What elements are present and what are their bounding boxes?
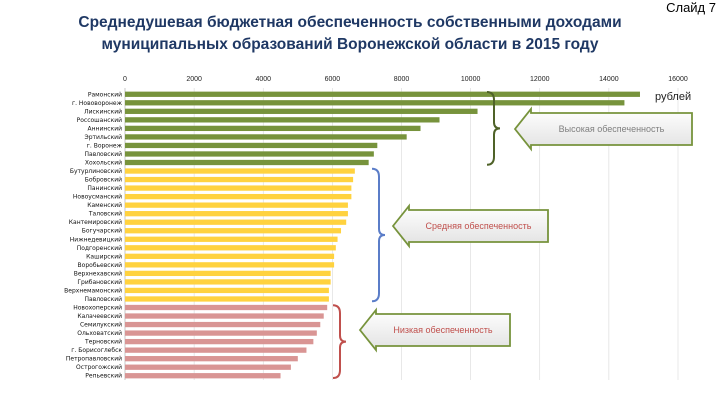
slide-number: Слайд 7 xyxy=(666,0,716,15)
group-arrow xyxy=(513,106,693,152)
bar xyxy=(125,313,324,319)
group-brace xyxy=(332,304,347,379)
bar xyxy=(125,108,478,114)
category-label: Таловский xyxy=(88,211,122,218)
category-label: Россошанский xyxy=(77,117,122,124)
bar xyxy=(125,304,328,311)
bar xyxy=(125,142,378,149)
category-label: Воробьевский xyxy=(78,262,123,269)
bar xyxy=(125,373,281,379)
bar xyxy=(125,364,291,370)
category-label: г. Нововоронеж xyxy=(72,100,123,107)
category-label: Нижнедевицкий xyxy=(70,236,122,243)
category-label: Бутурлиновский xyxy=(70,168,122,175)
category-label: Павловский xyxy=(85,151,123,158)
bar xyxy=(125,185,352,191)
bar xyxy=(125,347,307,353)
bar xyxy=(125,211,348,217)
category-label: Верхнемамонский xyxy=(64,287,122,294)
category-label: Острогожский xyxy=(76,364,122,371)
x-tick-label: 8000 xyxy=(394,76,410,83)
group-label: Средняя обеспеченность xyxy=(426,221,532,231)
category-label: Эртильский xyxy=(85,134,123,141)
category-label: Новохоперский xyxy=(73,305,122,312)
category-label: Подгоренский xyxy=(77,245,122,252)
category-label: Павловский xyxy=(85,296,123,303)
bar xyxy=(125,219,347,225)
unit-label: рублей xyxy=(655,91,691,103)
category-label: Петропавловский xyxy=(66,356,122,363)
group-annotations: Высокая обеспеченность Средняя обеспеченн… xyxy=(332,91,693,379)
bar xyxy=(125,117,440,123)
x-tick-label: 14000 xyxy=(599,76,619,83)
bar xyxy=(125,91,640,97)
category-label: Рамонский xyxy=(88,91,122,98)
bar xyxy=(125,253,335,259)
title-line-1: Среднедушевая бюджетная обеспеченность с… xyxy=(78,14,622,31)
bar xyxy=(125,202,348,208)
category-label: Кантемировский xyxy=(69,219,122,226)
bars xyxy=(125,91,640,379)
bar xyxy=(125,236,338,242)
category-label: Репьевский xyxy=(85,373,122,380)
bar xyxy=(125,245,336,251)
category-label: Аннинский xyxy=(88,125,123,132)
category-label: Панинский xyxy=(87,185,122,192)
x-tick-label: 6000 xyxy=(325,76,341,83)
category-label: г. Борисоглебск xyxy=(71,347,122,354)
bar xyxy=(125,262,335,268)
category-label: Лискинский xyxy=(84,108,122,115)
bar xyxy=(125,287,329,294)
category-label: Грибановский xyxy=(77,279,122,286)
group-label: Низкая обеспеченность xyxy=(393,325,493,335)
category-label: Ольховатский xyxy=(77,330,122,337)
x-tick-label: 12000 xyxy=(530,76,550,83)
bar xyxy=(125,228,342,234)
category-label: Богучарский xyxy=(82,228,122,235)
bar xyxy=(125,270,331,277)
slide-title: Среднедушевая бюджетная обеспеченность с… xyxy=(30,12,670,56)
category-label: Терновский xyxy=(84,339,122,346)
category-label: Калачеевский xyxy=(77,313,122,320)
bar xyxy=(125,176,354,183)
group-arrow xyxy=(391,203,549,249)
bar xyxy=(125,356,298,362)
title-line-2: муниципальных образований Воронежской об… xyxy=(101,36,599,53)
category-label: Бобровский xyxy=(85,177,122,184)
category-label: Хохольский xyxy=(85,160,122,167)
bar xyxy=(125,151,374,157)
bar xyxy=(125,159,369,166)
category-label: Каменский xyxy=(87,202,122,209)
x-tick-label: 4000 xyxy=(255,76,271,83)
bar xyxy=(125,296,329,302)
group-label: Высокая обеспеченность xyxy=(559,124,665,134)
x-tick-label: 0 xyxy=(123,76,127,83)
x-tick-label: 16000 xyxy=(668,76,688,83)
category-label: Верхнехавский xyxy=(74,270,122,277)
bar xyxy=(125,125,421,132)
x-tick-labels: 0 2000 4000 6000 8000 10000 12000 14000 16000 xyxy=(123,76,688,83)
bar xyxy=(125,193,352,200)
bar xyxy=(125,100,625,106)
x-tick-label: 2000 xyxy=(186,76,202,83)
bar xyxy=(125,321,321,328)
x-tick-label: 10000 xyxy=(461,76,481,83)
bar xyxy=(125,338,314,345)
bar xyxy=(125,134,407,140)
bar xyxy=(125,279,331,285)
group-brace xyxy=(486,91,501,166)
bar xyxy=(125,168,355,174)
category-label: Семилукский xyxy=(80,322,122,329)
category-label: Каширский xyxy=(86,253,122,260)
group-brace xyxy=(371,167,386,303)
bar xyxy=(125,330,317,336)
category-label: Новоусманский xyxy=(73,194,122,201)
category-label: г. Воронеж xyxy=(87,142,123,149)
group-arrow xyxy=(358,307,511,353)
